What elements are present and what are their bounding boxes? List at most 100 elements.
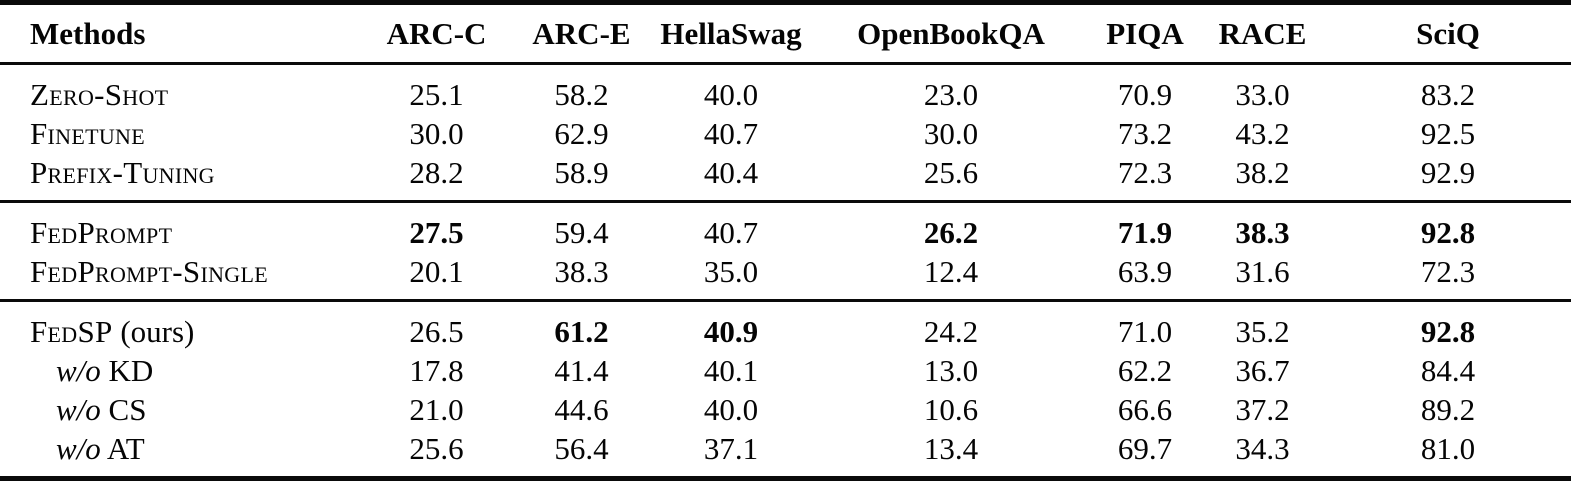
cell-value: 23.0 xyxy=(923,76,979,112)
cell-value: 62.9 xyxy=(554,115,609,151)
cell-value: 92.9 xyxy=(1420,154,1476,190)
cell-value: 27.5 xyxy=(409,214,464,250)
cell-value: 83.2 xyxy=(1420,76,1476,112)
table-header: Methods ARC-C ARC-E HellaSwag OpenBookQA… xyxy=(0,2,1571,65)
table-row: Prefix-Tuning 28.2 58.9 40.4 25.6 72.3 38.2 92… xyxy=(0,153,1571,202)
cell-value: 28.2 xyxy=(409,154,464,190)
method-name-plain: CS xyxy=(100,391,147,427)
cell-value: 63.9 xyxy=(1117,253,1173,289)
method-cell: w/o KD xyxy=(0,351,360,390)
cell-value: 56.4 xyxy=(554,430,609,466)
column-header-openbookqa: OpenBookQA xyxy=(812,2,1090,65)
table-row: w/o AT 25.6 56.4 37.1 13.4 69.7 34.3 81.0 xyxy=(0,429,1571,479)
table-row: FedPrompt-Single 20.1 38.3 35.0 12.4 63.9 31.… xyxy=(0,252,1571,301)
method-cell: FedPrompt-Single xyxy=(0,252,360,301)
cell-value: 40.0 xyxy=(703,76,759,112)
method-name-smallcaps: Finetune xyxy=(30,115,145,151)
cell-value: 25.6 xyxy=(923,154,979,190)
cell-value: 24.2 xyxy=(923,313,979,349)
cell-value: 21.0 xyxy=(409,391,464,427)
cell-value: 34.3 xyxy=(1235,430,1290,466)
cell-value: 92.5 xyxy=(1420,115,1476,151)
cell-value: 40.0 xyxy=(703,391,759,427)
table-section: Zero-Shot 25.1 58.2 40.0 23.0 70.9 33.0 83.2 F… xyxy=(0,63,1571,202)
method-cell: FedSP (ours) xyxy=(0,301,360,352)
column-header-sciq: SciQ xyxy=(1325,2,1571,65)
method-name-italic: w/o xyxy=(56,430,101,466)
cell-value: 10.6 xyxy=(923,391,979,427)
cell-value: 30.0 xyxy=(409,115,464,151)
method-name-italic: w/o xyxy=(56,352,101,388)
cell-value: 38.3 xyxy=(554,253,609,289)
cell-value: 38.3 xyxy=(1235,214,1290,250)
cell-value: 33.0 xyxy=(1235,76,1290,112)
cell-value: 92.8 xyxy=(1420,313,1476,349)
cell-value: 13.0 xyxy=(923,352,979,388)
cell-value: 20.1 xyxy=(409,253,464,289)
table-section: FedPrompt 27.5 59.4 40.7 26.2 71.9 38.3 92.8 F… xyxy=(0,201,1571,301)
cell-value: 89.2 xyxy=(1420,391,1476,427)
cell-value: 13.4 xyxy=(923,430,979,466)
cell-value: 84.4 xyxy=(1420,352,1476,388)
column-header-arc-e: ARC-E xyxy=(513,2,650,65)
method-name-plain: AT xyxy=(100,430,145,466)
cell-value: 41.4 xyxy=(554,352,609,388)
cell-value: 70.9 xyxy=(1117,76,1173,112)
table-row: FedPrompt 27.5 59.4 40.7 26.2 71.9 38.3 92.8 xyxy=(0,202,1571,253)
column-header-methods: Methods xyxy=(0,2,360,65)
method-name-plain: (ours) xyxy=(112,313,195,349)
cell-value: 40.1 xyxy=(703,352,759,388)
cell-value: 35.2 xyxy=(1235,313,1290,349)
method-cell: FedPrompt xyxy=(0,202,360,253)
cell-value: 30.0 xyxy=(923,115,979,151)
cell-value: 25.1 xyxy=(409,76,464,112)
cell-value: 40.9 xyxy=(703,313,759,349)
cell-value: 73.2 xyxy=(1117,115,1173,151)
cell-value: 71.0 xyxy=(1117,313,1173,349)
table-row: w/o KD 17.8 41.4 40.1 13.0 62.2 36.7 84.4 xyxy=(0,351,1571,390)
cell-value: 26.5 xyxy=(409,313,464,349)
column-header-hellaswag: HellaSwag xyxy=(650,2,812,65)
method-name-plain: KD xyxy=(100,352,154,388)
table-row: Zero-Shot 25.1 58.2 40.0 23.0 70.9 33.0 83.2 xyxy=(0,64,1571,115)
cell-value: 61.2 xyxy=(554,313,609,349)
header-row: Methods ARC-C ARC-E HellaSwag OpenBookQA… xyxy=(0,2,1571,65)
cell-value: 69.7 xyxy=(1117,430,1173,466)
cell-value: 37.2 xyxy=(1235,391,1290,427)
cell-value: 25.6 xyxy=(409,430,464,466)
cell-value: 35.0 xyxy=(703,253,759,289)
table-row: w/o CS 21.0 44.6 40.0 10.6 66.6 37.2 89.2 xyxy=(0,390,1571,429)
cell-value: 31.6 xyxy=(1235,253,1290,289)
column-header-race: RACE xyxy=(1200,2,1325,65)
method-name-smallcaps: Zero-Shot xyxy=(30,76,169,112)
method-cell: Zero-Shot xyxy=(0,64,360,115)
method-cell: Prefix-Tuning xyxy=(0,153,360,202)
cell-value: 71.9 xyxy=(1117,214,1173,250)
method-cell: w/o CS xyxy=(0,390,360,429)
method-cell: w/o AT xyxy=(0,429,360,479)
cell-value: 36.7 xyxy=(1235,352,1290,388)
cell-value: 92.8 xyxy=(1420,214,1476,250)
method-cell: Finetune xyxy=(0,114,360,153)
cell-value: 43.2 xyxy=(1235,115,1290,151)
cell-value: 44.6 xyxy=(554,391,609,427)
cell-value: 17.8 xyxy=(409,352,464,388)
cell-value: 37.1 xyxy=(703,430,759,466)
cell-value: 72.3 xyxy=(1117,154,1173,190)
cell-value: 59.4 xyxy=(554,214,609,250)
method-name-smallcaps: FedPrompt-Single xyxy=(30,253,268,289)
cell-value: 26.2 xyxy=(923,214,979,250)
cell-value: 62.2 xyxy=(1117,352,1173,388)
column-header-piqa: PIQA xyxy=(1090,2,1200,65)
cell-value: 40.4 xyxy=(703,154,759,190)
cell-value: 66.6 xyxy=(1117,391,1173,427)
method-name-smallcaps: FedSP xyxy=(30,313,113,349)
cell-value: 58.2 xyxy=(554,76,609,112)
column-header-arc-c: ARC-C xyxy=(360,2,513,65)
cell-value: 40.7 xyxy=(703,214,759,250)
cell-value: 38.2 xyxy=(1235,154,1290,190)
cell-value: 72.3 xyxy=(1420,253,1476,289)
method-name-italic: w/o xyxy=(56,391,101,427)
cell-value: 40.7 xyxy=(703,115,759,151)
